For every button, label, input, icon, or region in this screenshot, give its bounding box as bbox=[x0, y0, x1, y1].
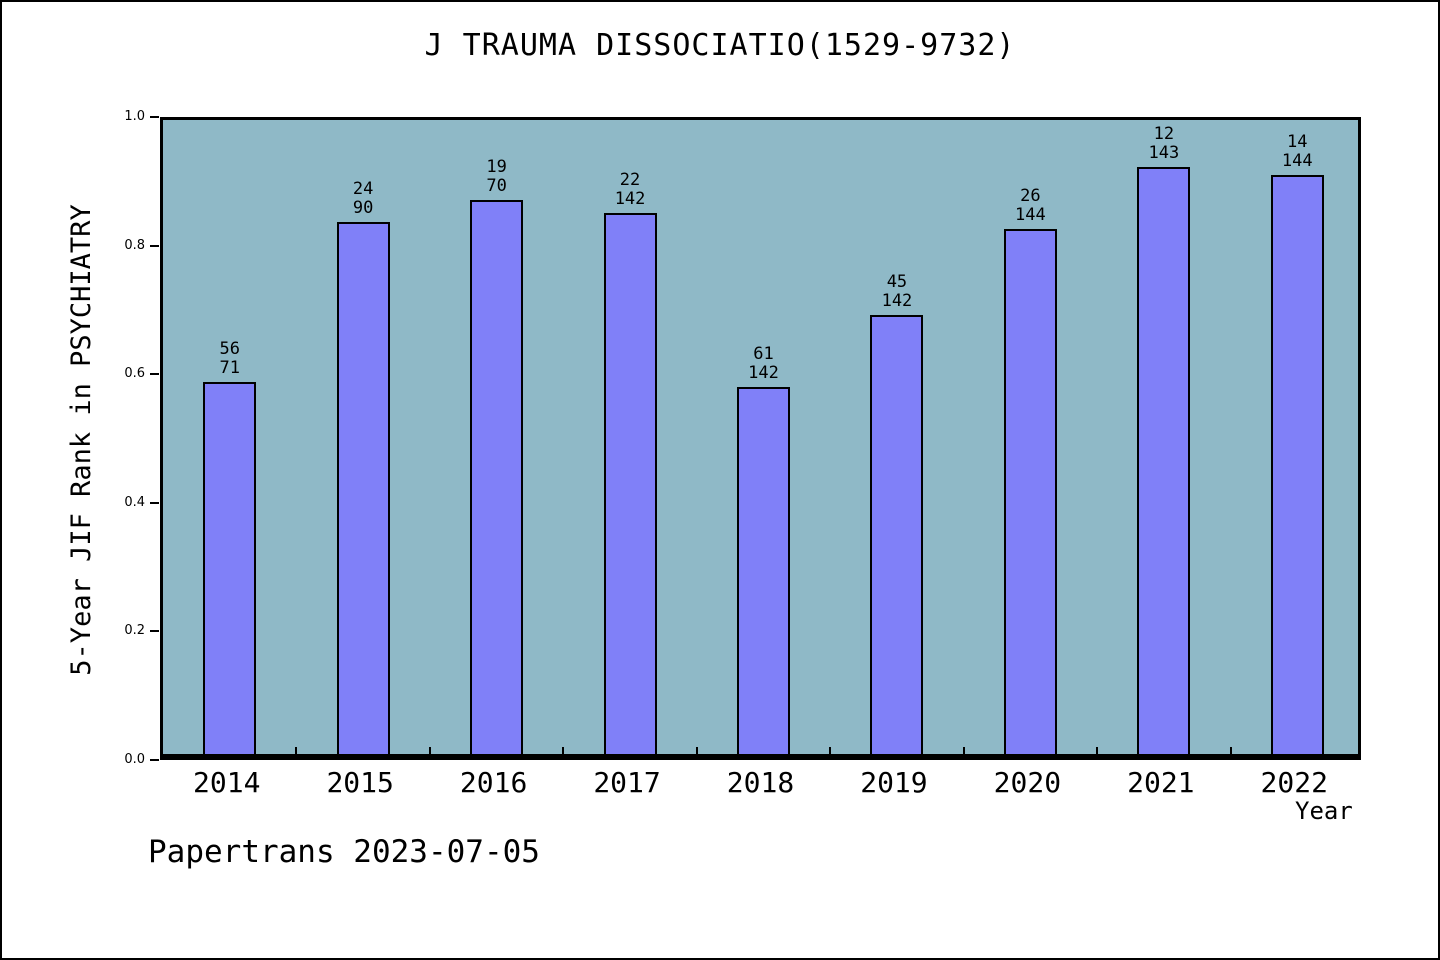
y-tick-mark bbox=[150, 759, 159, 761]
y-tick-label-0.8: 0.8 bbox=[124, 237, 145, 253]
x-tick-label-2018: 2018 bbox=[726, 766, 795, 799]
plot-area: 56 71 24 90 19 70 22 142 61 142 45 142 26 144 1… bbox=[160, 117, 1361, 760]
bar-value-label-2016: 19 70 bbox=[486, 157, 507, 196]
x-minor-tick bbox=[829, 747, 832, 754]
x-minor-tick bbox=[295, 747, 298, 754]
x-tick-label-2019: 2019 bbox=[860, 766, 928, 799]
x-tick-label-2020: 2020 bbox=[993, 766, 1062, 799]
x-minor-tick bbox=[1096, 747, 1099, 754]
x-axis-label: Year bbox=[1295, 797, 1353, 825]
x-tick-label-2022: 2022 bbox=[1260, 766, 1328, 799]
bar-value-label-2018: 61 142 bbox=[748, 344, 779, 383]
x-minor-tick bbox=[695, 747, 698, 754]
x-minor-tick bbox=[962, 747, 965, 754]
y-tick-mark bbox=[150, 244, 159, 247]
y-tick-label-0.6: 0.6 bbox=[124, 366, 145, 382]
y-tick-label-0.0: 0.0 bbox=[124, 752, 145, 767]
bar-value-label-2020: 26 144 bbox=[1015, 186, 1046, 225]
y-tick-mark bbox=[150, 373, 159, 376]
bar-value-label-2014: 56 71 bbox=[219, 339, 240, 378]
y-axis-label: 5-Year JIF Rank in PSYCHIATRY bbox=[66, 204, 97, 675]
bar-2019 bbox=[870, 315, 924, 754]
bar-2017 bbox=[603, 213, 657, 754]
bar-value-label-2019: 45 142 bbox=[881, 272, 913, 311]
x-tick-label-2021: 2021 bbox=[1127, 766, 1195, 799]
x-minor-tick bbox=[428, 747, 431, 754]
bar-value-label-2015: 24 90 bbox=[352, 179, 374, 218]
y-tick-label-0.2: 0.2 bbox=[124, 623, 145, 639]
bar-value-label-2022: 14 144 bbox=[1281, 132, 1313, 171]
footer-watermark: Papertrans 2023-07-05 bbox=[148, 834, 540, 870]
bar-2016 bbox=[470, 200, 524, 754]
y-tick-mark bbox=[150, 501, 159, 504]
x-tick-label-2017: 2017 bbox=[593, 766, 661, 799]
bar-2018 bbox=[737, 387, 790, 754]
bar-2015 bbox=[336, 222, 390, 754]
bar-2014 bbox=[203, 382, 257, 754]
y-tick-mark bbox=[150, 116, 159, 118]
x-minor-tick bbox=[562, 747, 565, 754]
y-tick-label-0.4: 0.4 bbox=[124, 494, 145, 510]
bar-2020 bbox=[1003, 229, 1057, 754]
x-tick-label-2015: 2015 bbox=[326, 766, 394, 799]
x-minor-tick bbox=[1229, 747, 1232, 754]
y-tick-label-1.0: 1.0 bbox=[124, 109, 145, 124]
bar-value-label-2017: 22 142 bbox=[614, 170, 646, 209]
bar-value-label-2021: 12 143 bbox=[1148, 124, 1180, 163]
bar-2021 bbox=[1137, 167, 1191, 754]
chart-title: J TRAUMA DISSOCIATIO(1529-9732) bbox=[424, 28, 1016, 63]
y-tick-mark bbox=[150, 630, 159, 633]
bar-2022 bbox=[1270, 175, 1324, 754]
plot-inner: 56 71 24 90 19 70 22 142 61 142 45 142 26 144 1… bbox=[163, 120, 1358, 754]
svg-text:5-Year JIF Rank in PSYCHIATRY: 5-Year JIF Rank in PSYCHIATRY bbox=[66, 204, 97, 675]
x-tick-label-2014: 2014 bbox=[193, 766, 261, 799]
x-tick-label-2016: 2016 bbox=[459, 766, 528, 799]
